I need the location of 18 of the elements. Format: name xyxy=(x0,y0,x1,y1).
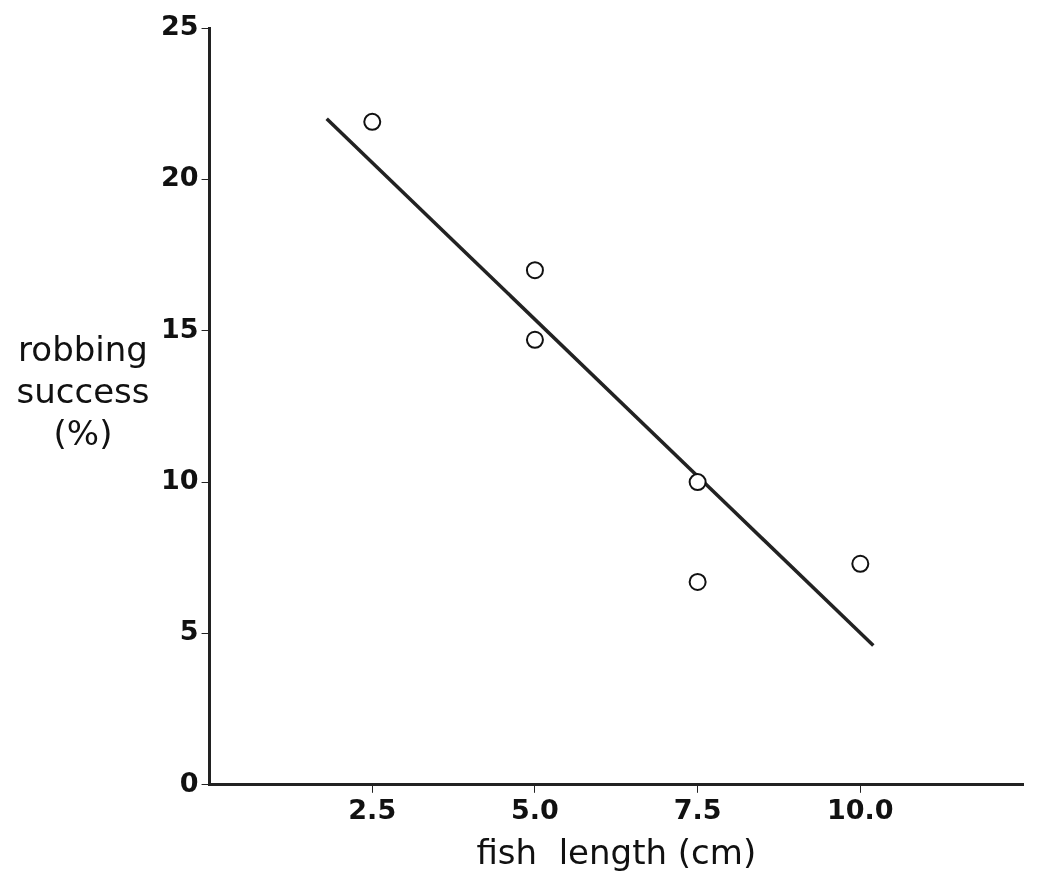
x-tick-label: 10.0 xyxy=(827,794,894,826)
point xyxy=(525,261,544,280)
x-tick-label: 5.0 xyxy=(511,794,559,826)
y-axis-title: robbing success (%) xyxy=(15,328,151,454)
point xyxy=(688,473,707,492)
point xyxy=(851,554,870,573)
x-tick-label: 2.5 xyxy=(348,794,397,826)
y-tick-label: 5 xyxy=(179,615,199,647)
y-tick-label: 20 xyxy=(161,161,199,193)
x-tick-label: 7.5 xyxy=(673,794,722,826)
y-tick-label: 0 xyxy=(179,766,199,798)
point xyxy=(525,330,544,349)
x-axis-title: fish length (cm) xyxy=(476,832,757,873)
y-tick-label: 25 xyxy=(161,10,199,42)
point xyxy=(363,112,382,131)
y-tick-label: 15 xyxy=(161,312,199,344)
y-tick-label: 10 xyxy=(161,464,199,496)
point xyxy=(688,572,707,591)
